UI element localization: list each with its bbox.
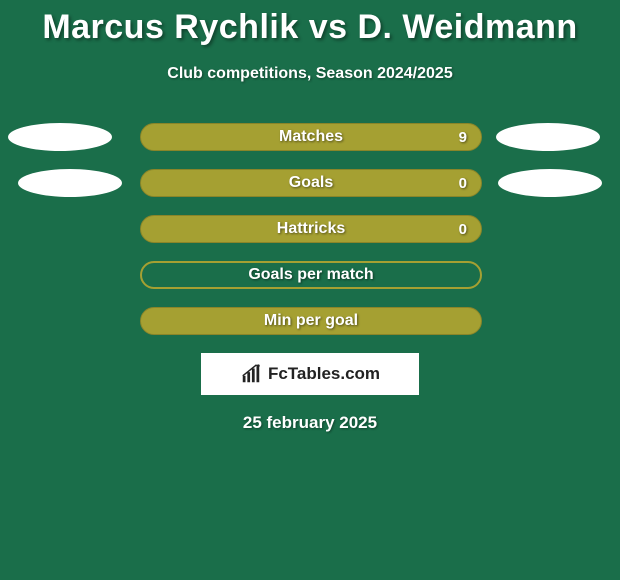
stat-label: Min per goal [264, 312, 358, 330]
stat-bar: Goals per match [140, 261, 482, 289]
stat-value: 0 [459, 221, 467, 238]
stat-bar: Goals 0 [140, 169, 482, 197]
page-subtitle: Club competitions, Season 2024/2025 [0, 65, 620, 83]
stat-value: 0 [459, 175, 467, 192]
stat-bar: Min per goal [140, 307, 482, 335]
stats-bars: Matches 9 Goals 0 Hattricks 0 Goals per … [0, 123, 620, 335]
brand-logo: FcTables.com [201, 353, 419, 395]
brand-text: FcTables.com [268, 364, 380, 384]
player-left-marker [8, 123, 112, 151]
stat-label: Hattricks [277, 220, 345, 238]
stat-row-hattricks: Hattricks 0 [0, 215, 620, 243]
stat-row-goals: Goals 0 [0, 169, 620, 197]
player-right-marker [496, 123, 600, 151]
stat-value: 9 [459, 129, 467, 146]
stat-bar: Hattricks 0 [140, 215, 482, 243]
date-text: 25 february 2025 [0, 413, 620, 433]
player-right-marker [498, 169, 602, 197]
stat-row-goals-per-match: Goals per match [0, 261, 620, 289]
player-left-marker [18, 169, 122, 197]
stat-bar: Matches 9 [140, 123, 482, 151]
stat-label: Goals per match [248, 266, 373, 284]
stat-label: Matches [279, 128, 343, 146]
chart-icon [240, 363, 262, 385]
page-title: Marcus Rychlik vs D. Weidmann [0, 0, 620, 47]
stat-row-min-per-goal: Min per goal [0, 307, 620, 335]
stat-label: Goals [289, 174, 333, 192]
stat-row-matches: Matches 9 [0, 123, 620, 151]
